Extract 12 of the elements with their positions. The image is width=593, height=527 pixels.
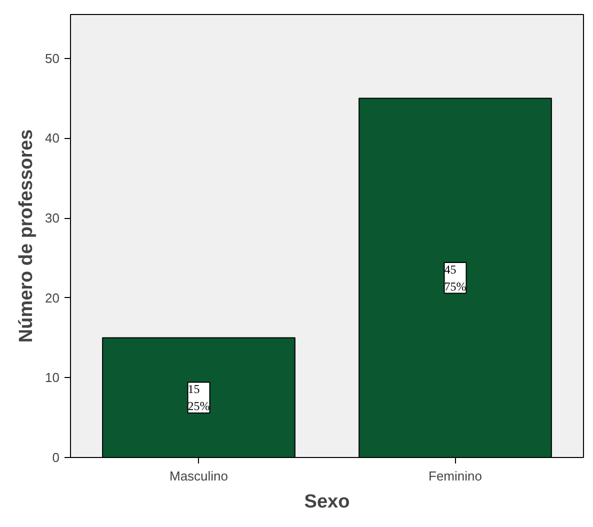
data-label: 15 25% xyxy=(188,382,210,414)
y-tick-label: 50 xyxy=(45,50,60,66)
y-tick-label: 20 xyxy=(45,290,60,306)
data-label: 45 75% xyxy=(444,262,466,294)
x-tick-label: Feminino xyxy=(428,468,482,484)
y-tick-label: 10 xyxy=(45,370,60,386)
x-axis-title: Sexo xyxy=(304,492,350,512)
y-axis-title: Número de professores xyxy=(16,129,38,343)
y-tick-label: 40 xyxy=(45,130,60,146)
x-tick-label: Masculino xyxy=(169,468,228,484)
y-tick-label: 30 xyxy=(45,210,60,226)
y-tick-label: 0 xyxy=(52,450,60,465)
